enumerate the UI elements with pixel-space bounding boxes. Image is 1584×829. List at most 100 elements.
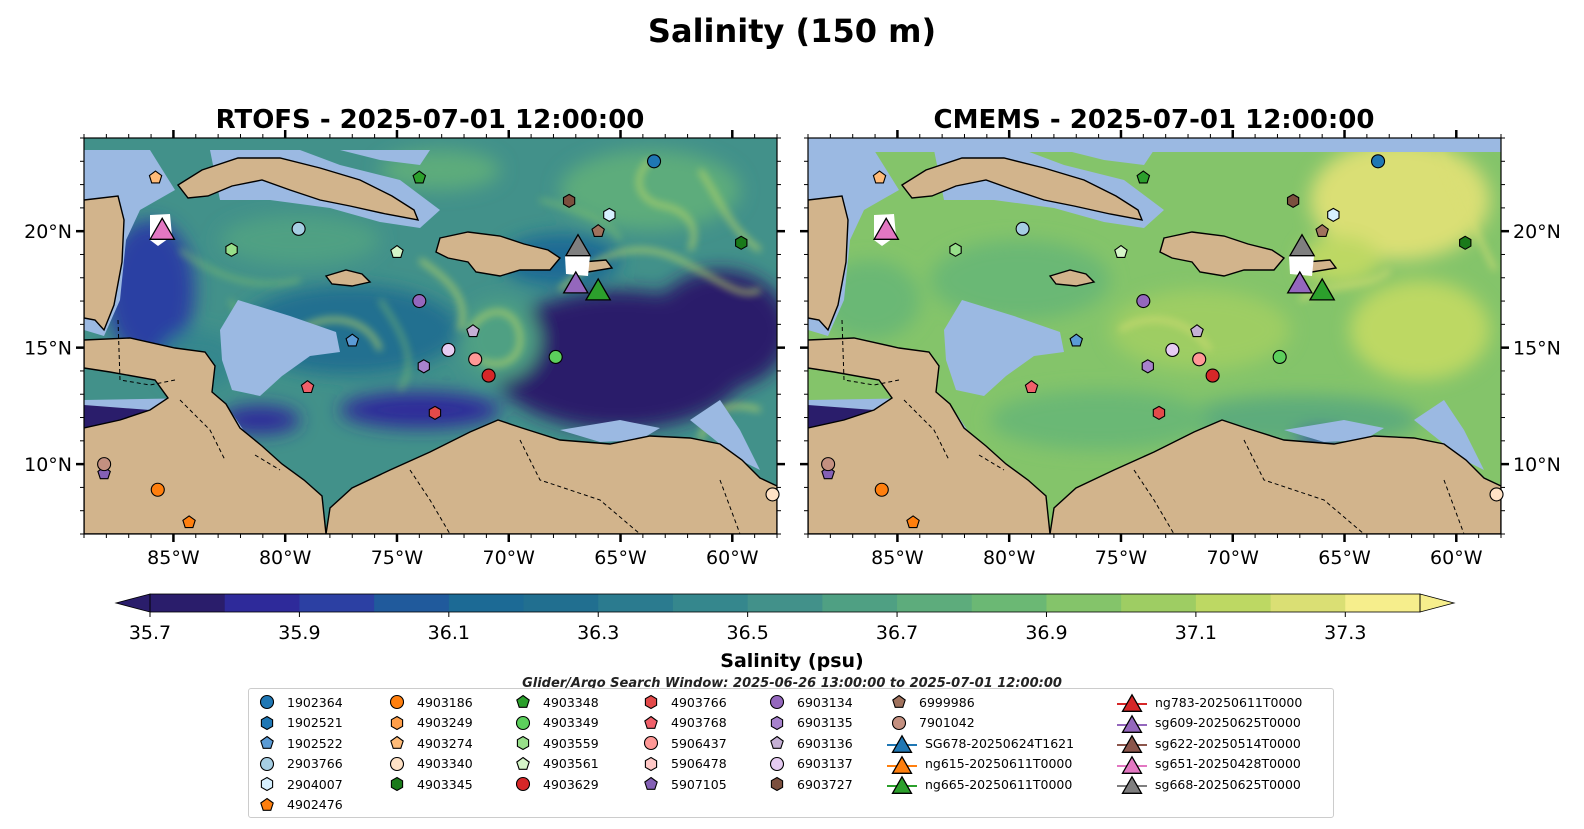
argo-float-2904007 (603, 207, 616, 223)
argo-float-4903348 (1136, 170, 1151, 184)
lon-tick-label-cmems: 75°W (1095, 547, 1148, 569)
colorbar-segment (150, 594, 226, 612)
argo-float-1902522 (1069, 333, 1084, 347)
legend-entry: ng665-20250611T0000 (887, 774, 1072, 794)
glider-sg609-20250625T0000 (1286, 270, 1314, 294)
colorbar-segment (448, 594, 525, 612)
legend-argo-symbol (770, 735, 784, 749)
legend-argo-symbol (769, 756, 785, 771)
legend-argo-symbol (390, 715, 404, 730)
argo-float-4903345 (1459, 235, 1472, 250)
glider-ng665-20250611T0000 (584, 277, 612, 301)
legend-entry: 1902364 (255, 692, 343, 712)
legend-glider-symbol (1121, 693, 1143, 712)
argo-float-1902364 (646, 154, 662, 169)
map-panel-cmems: CMEMS - 2025-07-01 12:00:00 (800, 105, 1561, 569)
argo-float-4903768 (300, 380, 315, 394)
colorbar-tick-label: 36.1 (428, 622, 470, 644)
legend-entry: 4903561 (511, 754, 599, 774)
legend-entry: 6999986 (887, 692, 975, 712)
legend-entry-label: 4902476 (287, 797, 343, 812)
argo-float-2903766 (1015, 221, 1030, 236)
panel-title-rtofs: RTOFS - 2025-07-01 12:00:00 (216, 105, 645, 135)
argo-float-4903348 (412, 170, 427, 184)
legend-entry: 4903766 (639, 692, 727, 712)
legend-entry: 6903135 (765, 713, 853, 733)
lon-tick-label-rtofs: 85°W (147, 547, 200, 569)
legend-entry-label: 5906478 (671, 756, 727, 771)
legend-entry: 4903348 (511, 692, 599, 712)
legend-entry: sg668-20250625T0000 (1117, 774, 1301, 794)
legend-entry-label: SG678-20250624T1621 (925, 735, 1075, 751)
lon-tick-label-rtofs: 65°W (594, 547, 647, 569)
argo-float-4903559 (949, 242, 962, 257)
legend-glider-marker (1117, 713, 1147, 733)
glider-sg651-20250428T0000 (872, 217, 900, 240)
legend-entry: 4903349 (511, 713, 599, 733)
colorbar-tick-label: 36.5 (726, 622, 768, 644)
colorbar-segment (299, 594, 375, 612)
legend-entry: 2904007 (255, 774, 343, 794)
colorbar-segment (598, 594, 674, 612)
argo-float-2903766 (291, 221, 306, 236)
legend-entry: ng615-20250611T0000 (887, 754, 1072, 774)
legend-argo-marker (891, 715, 907, 730)
legend-entry: 6903137 (765, 754, 853, 774)
legend-argo-marker (260, 715, 274, 730)
argo-float-7901042 (821, 457, 836, 472)
colorbar-segment (523, 594, 599, 612)
legend-entry-label: 4903186 (417, 694, 473, 710)
legend-glider-marker (887, 734, 917, 753)
legend-argo-marker (770, 735, 784, 749)
legend-entry-label: ng783-20250611T0000 (1155, 694, 1303, 710)
legend-entry: 5906478 (639, 754, 727, 774)
legend-argo-marker (516, 756, 530, 770)
legend-entry-label: 4903274 (417, 735, 473, 751)
argo-float-6903134 (412, 294, 427, 309)
legend-entry-label: 5906437 (671, 735, 727, 751)
lat-tick-label-rtofs: 20°N (24, 221, 72, 243)
argo-float-4903766 (1152, 405, 1166, 421)
legend-argo-symbol (516, 694, 530, 708)
legend-entry: SG678-20250624T1621 (887, 733, 1074, 753)
colorbar-tick-label: 35.9 (278, 622, 320, 644)
lon-tick-label-cmems: 80°W (983, 547, 1036, 569)
salinity-field-rtofs (84, 138, 777, 534)
legend-argo-marker (770, 776, 784, 792)
glider-sg668-20250625T0000 (1288, 233, 1316, 257)
lon-tick-label-rtofs: 60°W (706, 547, 759, 569)
lat-tick-label-rtofs: 15°N (24, 338, 72, 360)
salinity-field-cmems (808, 138, 1501, 534)
panel-title-cmems: CMEMS - 2025-07-01 12:00:00 (934, 105, 1375, 135)
legend-argo-symbol (390, 735, 404, 749)
legend-entry-label: 1902364 (287, 694, 343, 710)
legend-entry-label: 1902521 (287, 715, 343, 730)
argo-float-4903186 (874, 482, 889, 497)
legend-argo-symbol (769, 694, 785, 710)
lon-tick-label-cmems: 85°W (871, 547, 924, 569)
argo-float-4903349 (548, 349, 563, 365)
glider-ng665-20250611T0000 (1308, 277, 1336, 301)
legend-argo-symbol (891, 715, 907, 730)
argo-float-4903349 (1272, 349, 1287, 365)
argo-float-4903561 (1114, 244, 1128, 258)
argo-float-6903135 (417, 359, 430, 374)
legend-entry: 4903629 (511, 774, 599, 794)
lon-tick-label-rtofs: 75°W (371, 547, 424, 569)
legend-argo-marker (389, 694, 405, 710)
lon-tick-label-cmems: 70°W (1207, 547, 1260, 569)
legend-entry: 7901042 (887, 713, 975, 733)
argo-float-7901042 (97, 457, 112, 472)
legend-entry-label: 4903345 (417, 776, 473, 792)
legend-glider-symbol (1121, 775, 1143, 794)
legend-glider-symbol (891, 734, 913, 753)
lat-tick-label-cmems: 20°N (1513, 221, 1561, 243)
lat-tick-label-rtofs: 10°N (24, 454, 72, 476)
legend-argo-marker (515, 776, 531, 792)
legend-argo-symbol (259, 756, 275, 771)
legend-argo-marker (260, 776, 274, 792)
legend-entry: sg622-20250514T0000 (1117, 733, 1301, 753)
legend-entry: 5907105 (639, 774, 727, 794)
map-panel-rtofs: RTOFS - 2025-07-01 12:00:00 (24, 105, 785, 569)
